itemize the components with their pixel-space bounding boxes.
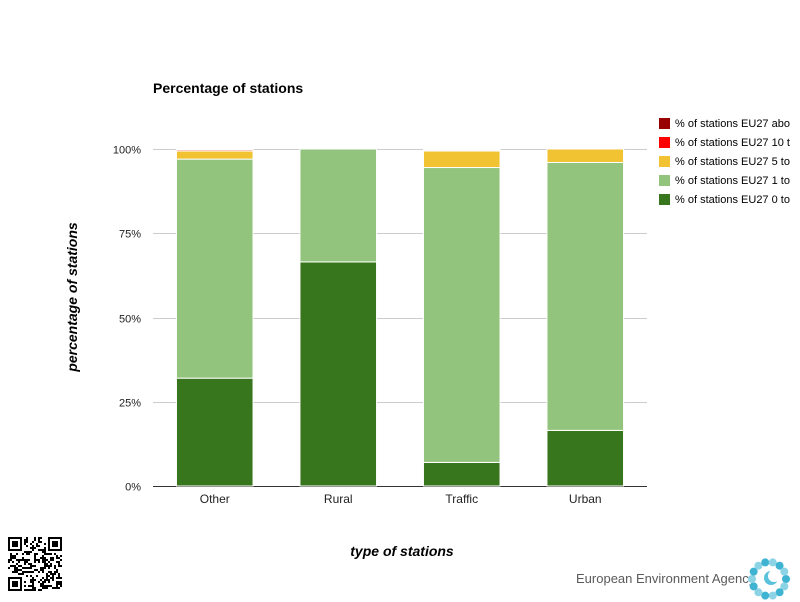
chart-title: Percentage of stations <box>153 80 304 96</box>
qr-code-icon <box>8 537 62 591</box>
y-tick-label: 25% <box>119 398 141 410</box>
legend-item: % of stations EU27 abo <box>659 114 800 133</box>
bar-segment <box>175 150 254 160</box>
x-tick-label: Traffic <box>445 492 478 506</box>
chart-legend: % of stations EU27 abo % of stations EU27… <box>659 114 800 209</box>
legend-label: % of stations EU27 10 t <box>675 136 790 149</box>
x-tick-label: Other <box>200 492 230 506</box>
legend-swatch <box>659 137 670 148</box>
x-axis-label: type of stations <box>350 543 454 559</box>
bar-segment <box>422 148 501 151</box>
legend-swatch <box>659 175 670 186</box>
legend-item: % of stations EU27 1 to <box>659 171 800 190</box>
legend-item: % of stations EU27 5 to <box>659 152 800 171</box>
legend-label: % of stations EU27 5 to <box>675 155 790 168</box>
footer-brand-name: European Environment Agency <box>576 571 756 586</box>
bar-segment <box>546 429 625 487</box>
bar-segment <box>422 461 501 487</box>
bar-segment <box>546 161 625 431</box>
legend-label: % of stations EU27 1 to <box>675 174 790 187</box>
legend-swatch <box>659 194 670 205</box>
bar-segment <box>175 158 254 379</box>
bar-segment <box>175 148 254 151</box>
x-tick-label: Urban <box>569 492 602 506</box>
legend-label: % of stations EU27 0 to <box>675 193 790 206</box>
bar-segment <box>546 148 625 163</box>
legend-swatch <box>659 156 670 167</box>
y-tick-label: 75% <box>119 229 141 241</box>
bar-segment <box>299 148 378 263</box>
y-tick-label: 100% <box>113 145 141 157</box>
bar-segment <box>422 150 501 169</box>
y-tick-label: 0% <box>125 482 141 494</box>
legend-item: % of stations EU27 0 to <box>659 190 800 209</box>
bar-segment <box>175 377 254 487</box>
bar-segment <box>299 261 378 487</box>
x-tick-label: Rural <box>324 492 353 506</box>
legend-swatch <box>659 118 670 129</box>
legend-item: % of stations EU27 10 t <box>659 133 800 152</box>
bar-segment <box>422 167 501 463</box>
eea-sun-logo-icon <box>748 558 790 600</box>
legend-label: % of stations EU27 abo <box>675 117 790 130</box>
y-tick-label: 50% <box>119 314 141 326</box>
